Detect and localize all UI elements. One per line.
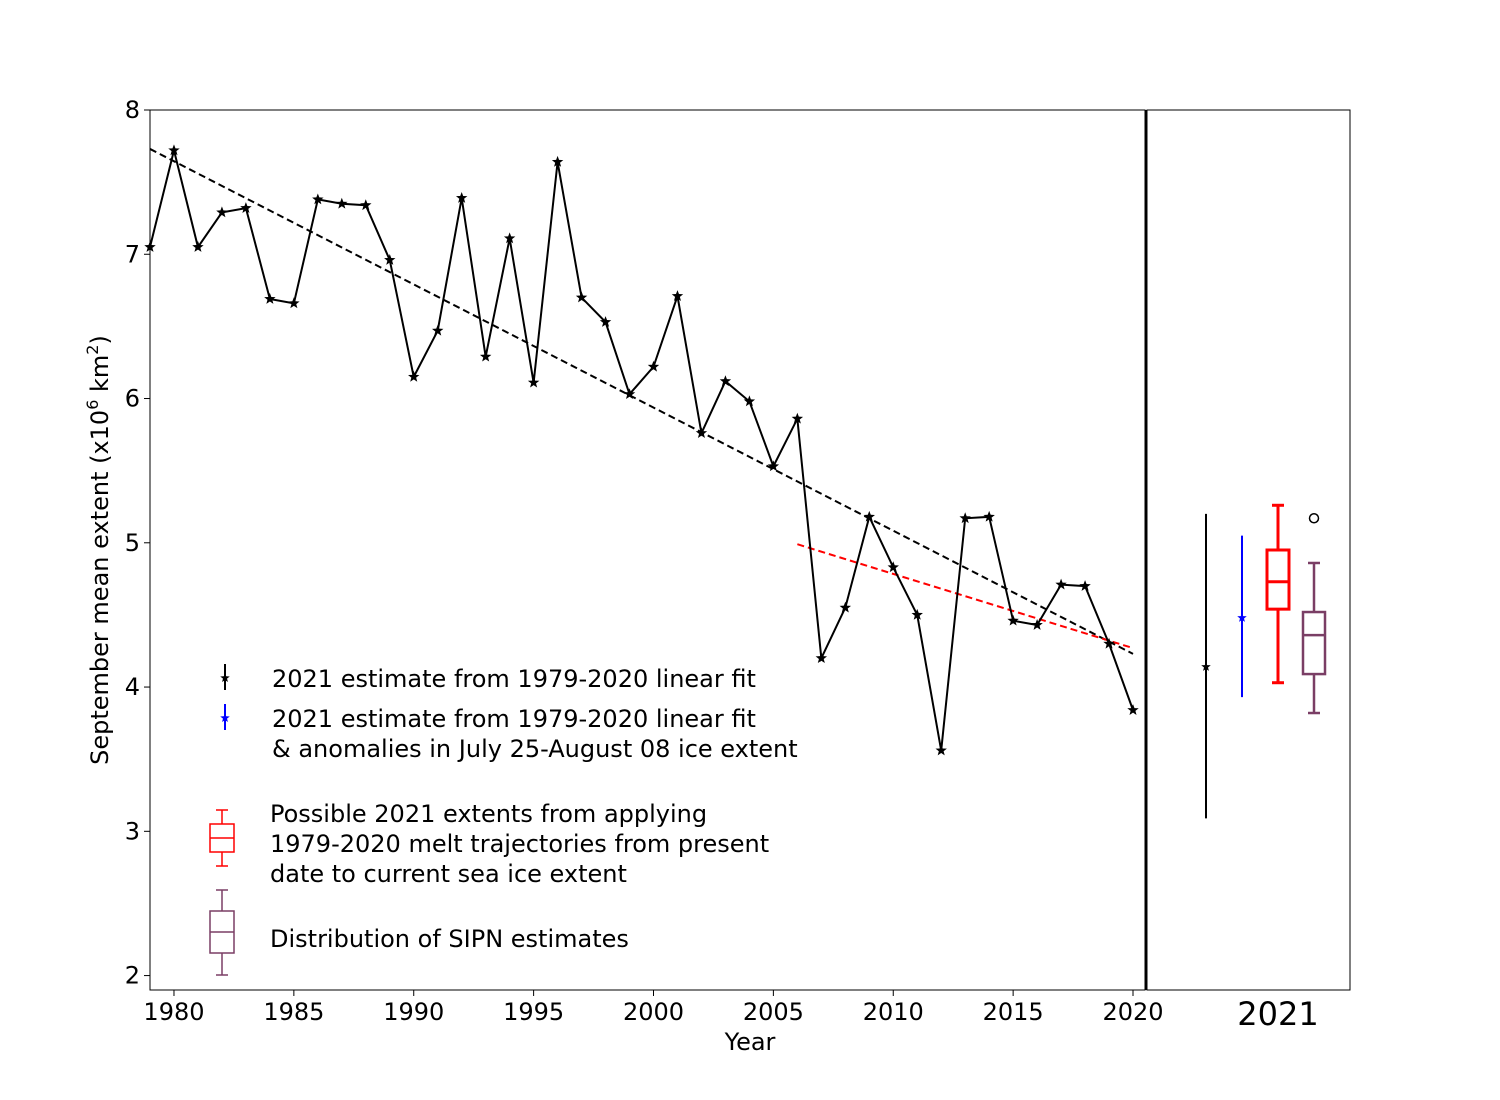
observed-point (935, 744, 947, 756)
observed-point (671, 290, 684, 301)
observed-point (863, 510, 875, 522)
y-tick-label: 5 (125, 529, 140, 557)
x-tick-label: 2015 (983, 998, 1044, 1026)
observed-point (312, 193, 324, 205)
estimate-point-linear-fit-anomalies (1237, 612, 1247, 622)
legend-label-linear-fit-anomalies: 2021 estimate from 1979-2020 linear fit (272, 705, 756, 733)
y-axis-label: September mean extent (x106 km2) (83, 335, 114, 765)
box-body-melt-trajectories (1265, 548, 1291, 611)
observed-point (575, 291, 588, 303)
observed-point (911, 608, 923, 620)
observed-point (887, 561, 899, 573)
box-outlier-sipn (1308, 513, 1320, 524)
x-tick-label: 1995 (503, 998, 564, 1026)
x-tick-label: 2000 (623, 998, 684, 1026)
observed-point (144, 241, 156, 252)
observed-point (719, 375, 732, 387)
observed-point (503, 232, 516, 244)
x-axis-label: Year (724, 1028, 776, 1056)
observed-point (1007, 614, 1019, 626)
y-tick-label: 8 (125, 96, 140, 124)
observed-point (599, 316, 612, 327)
observed-point (216, 206, 228, 218)
observed-point (1079, 580, 1091, 591)
box-body-sipn (1301, 610, 1327, 676)
trend-line-recent (797, 543, 1134, 650)
observed-point (384, 254, 396, 265)
observed-point (432, 324, 444, 336)
observed-point (815, 652, 828, 664)
legend-star-linear-fit-anomalies (220, 713, 230, 723)
observed-point (1103, 637, 1115, 649)
observed-point (1127, 704, 1139, 715)
observed-point (527, 376, 540, 388)
legend-label-linear-fit-anomalies: & anomalies in July 25-August 08 ice ext… (272, 735, 798, 763)
x-tick-label: 1980 (143, 998, 204, 1026)
observed-point (360, 199, 372, 211)
observed-point (1031, 619, 1043, 630)
y-tick-label: 7 (125, 240, 140, 268)
x-tick-label: 2010 (863, 998, 924, 1026)
y-tick-label: 2 (125, 962, 140, 990)
observed-point (551, 155, 564, 167)
estimate-2021-panel (1145, 109, 1351, 991)
observed-point (264, 292, 276, 304)
observed-point (839, 601, 852, 613)
observed-point (336, 197, 348, 209)
observed-point (288, 297, 300, 309)
legend-star-linear-fit (220, 673, 230, 683)
observed-point (192, 241, 204, 252)
observed-point (1055, 578, 1067, 590)
observed-point (791, 412, 804, 424)
observed-point (767, 460, 780, 472)
legend: 2021 estimate from 1979-2020 linear fit 2… (209, 664, 798, 976)
x-tick-label: 2005 (743, 998, 804, 1026)
observed-point (479, 350, 492, 362)
legend-label-sipn: Distribution of SIPN estimates (270, 925, 629, 953)
x-tick-label: 1985 (263, 998, 324, 1026)
y-tick-label: 4 (125, 673, 140, 701)
estimate-point-linear-fit (1201, 661, 1211, 671)
x-tick-label: 1990 (383, 998, 444, 1026)
observed-point (623, 388, 636, 400)
legend-label-melt-trajectories: date to current sea ice extent (270, 860, 627, 888)
legend-label-melt-trajectories: Possible 2021 extents from applying (270, 800, 707, 828)
observed-point (983, 510, 995, 522)
main-plot-panel: 2 3 4 5 6 7 8 1980 1985 1990 1995 2000 2005 2010 2015 2… (125, 96, 1164, 1026)
observed-point (240, 202, 252, 213)
trend-line-1979-2020 (149, 148, 1134, 655)
y-tick-label: 6 (125, 385, 140, 413)
observed-series-line (149, 150, 1134, 751)
observed-point (743, 395, 756, 407)
observed-point (168, 144, 180, 156)
x-tick-label: 2020 (1102, 998, 1163, 1026)
observed-point (647, 360, 660, 372)
observed-point (455, 192, 468, 203)
category-label-2021: 2021 (1237, 995, 1318, 1033)
observed-point (959, 512, 971, 524)
observed-point (695, 427, 708, 438)
y-tick-label: 3 (125, 817, 140, 845)
legend-label-linear-fit: 2021 estimate from 1979-2020 linear fit (272, 665, 756, 693)
observed-point (408, 370, 420, 382)
legend-label-melt-trajectories: 1979-2020 melt trajectories from present (270, 830, 769, 858)
